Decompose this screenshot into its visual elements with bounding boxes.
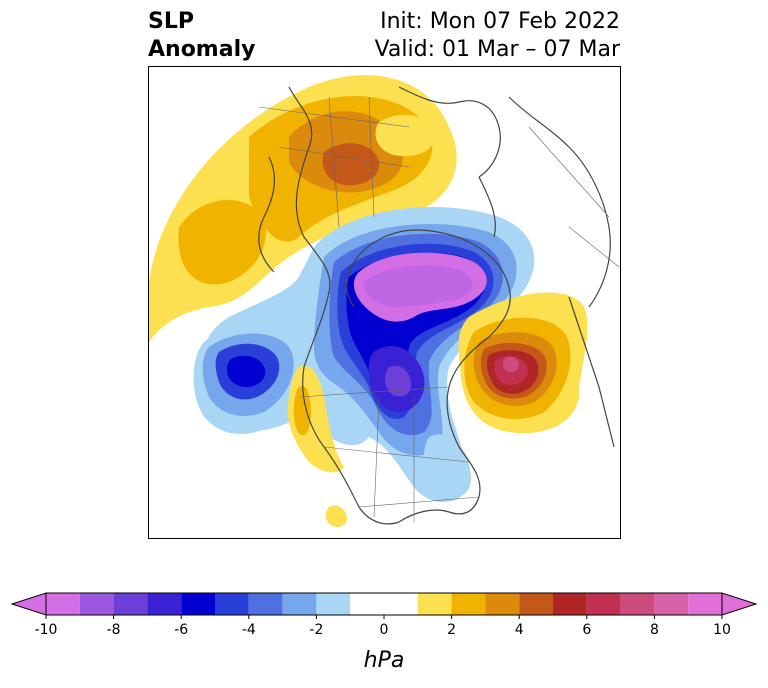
colorbar-tick-label: 4 — [515, 622, 524, 638]
colorbar-segment — [688, 593, 722, 615]
date-info: Init: Mon 07 Feb 2022 Valid: 01 Mar – 07… — [375, 8, 620, 64]
valid-range: Valid: 01 Mar – 07 Mar — [374, 37, 620, 62]
colorbar-unit: hPa — [364, 648, 405, 673]
positive-anomaly-atlantic-core — [502, 356, 519, 373]
colorbar-tick-label: 2 — [447, 622, 456, 638]
negative-anomaly-canada-peak — [385, 365, 411, 397]
negative-anomaly-core — [353, 252, 487, 322]
colorbar-segment — [451, 593, 486, 615]
colorbar-extend-low — [10, 592, 47, 616]
colorbar-segment — [417, 593, 452, 615]
colorbar-svg: -10 -8 -6 -4 -2 0 2 4 6 8 10 hPa — [10, 592, 758, 673]
positive-anomaly-west-na-2 — [293, 386, 311, 436]
positive-anomaly-atlantic-2 — [178, 200, 266, 285]
colorbar-segment — [181, 593, 215, 615]
colorbar-segment — [147, 593, 182, 615]
political-borders — [258, 96, 620, 522]
negative-anomaly-pacific-core — [227, 355, 266, 387]
colorbar-segment — [46, 593, 80, 615]
slp-anomaly-map — [148, 66, 621, 539]
colorbar-tick-label: 6 — [582, 622, 591, 638]
colorbar-extend-high — [721, 592, 758, 616]
map-canvas — [149, 75, 620, 527]
title-line-2: Anomaly — [148, 37, 256, 62]
colorbar-segment — [586, 593, 621, 615]
colorbar-segment — [113, 593, 148, 615]
colorbar-segment — [654, 593, 689, 615]
colorbar-segment — [248, 593, 283, 615]
map-title: SLP Anomaly — [148, 8, 255, 64]
colorbar: -10 -8 -6 -4 -2 0 2 4 6 8 10 hPa — [0, 585, 768, 684]
colorbar-tick-label: -10 — [35, 622, 58, 638]
coastlines — [258, 86, 615, 525]
colorbar-segment — [215, 593, 249, 615]
colorbar-tick-label: -6 — [174, 622, 188, 638]
colorbar-segment — [79, 593, 114, 615]
colorbar-tick-label: -4 — [242, 622, 256, 638]
colorbar-segment — [519, 593, 553, 615]
title-line-1: SLP — [148, 9, 194, 34]
negative-anomaly-core-ring — [363, 265, 473, 307]
negative-anomaly-us — [423, 434, 472, 498]
colorbar-segment — [553, 593, 587, 615]
positive-anomaly-europe-4 — [322, 143, 380, 186]
colorbar-segment — [485, 593, 520, 615]
colorbar-segment — [350, 593, 418, 615]
colorbar-segment — [620, 593, 655, 615]
colorbar-tick-label: 0 — [380, 622, 389, 638]
positive-anomaly-gulf — [325, 505, 347, 527]
colorbar-tick-label: 10 — [713, 622, 731, 638]
positive-anomaly-siberia — [375, 114, 434, 157]
colorbar-segment — [316, 593, 351, 615]
init-date: Init: Mon 07 Feb 2022 — [380, 9, 620, 34]
colorbar-segment — [282, 593, 317, 615]
colorbar-tick-label: -8 — [107, 622, 121, 638]
colorbar-tick-label: -2 — [309, 622, 323, 638]
colorbar-tick-label: 8 — [650, 622, 659, 638]
